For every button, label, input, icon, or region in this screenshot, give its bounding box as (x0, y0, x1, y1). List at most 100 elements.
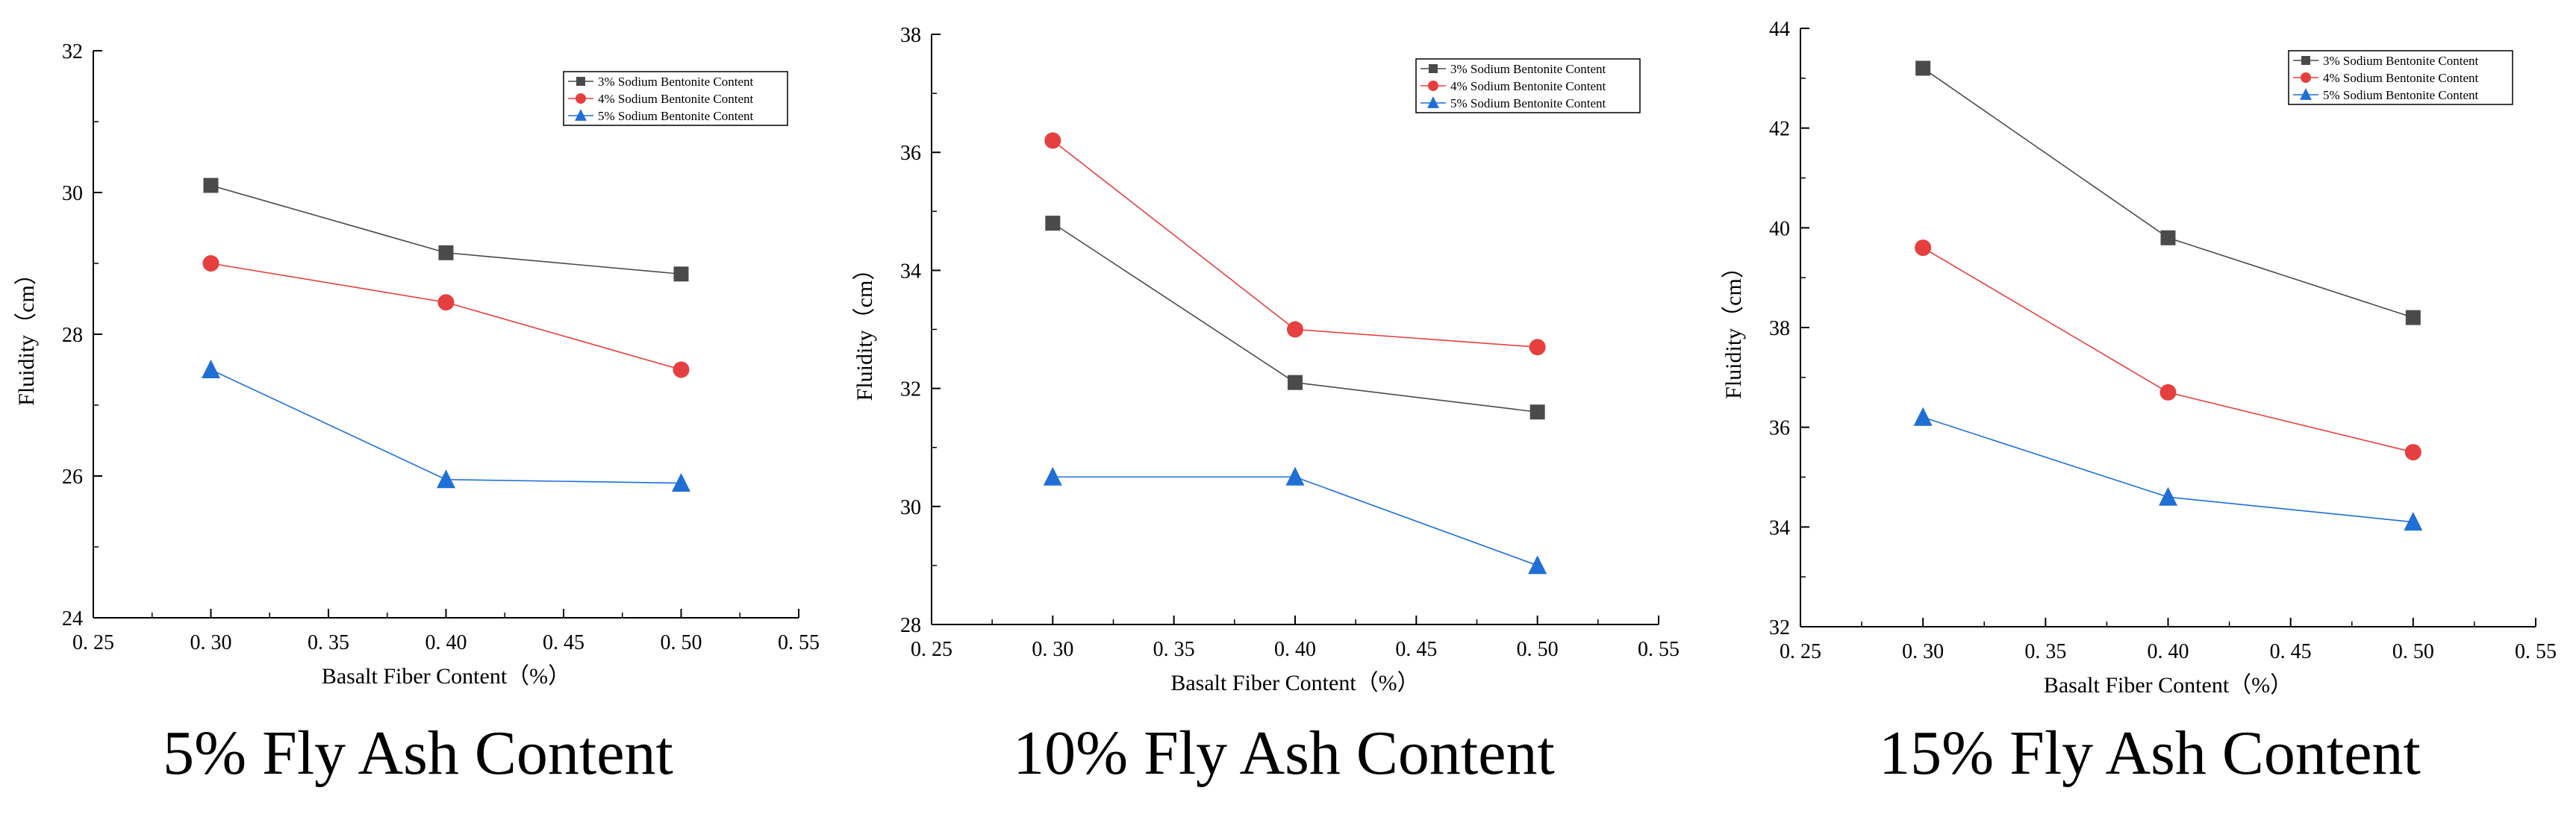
y-tick-label: 36 (1769, 417, 1790, 440)
y-tick-label: 28 (900, 614, 921, 637)
y-tick-label: 32 (1769, 616, 1790, 639)
x-tick-label: 0. 45 (2270, 640, 2312, 663)
legend-box (1415, 58, 1641, 113)
series-line-2 (210, 263, 682, 371)
legend-entry: 4% Sodium Bentonite Content (598, 92, 754, 106)
series-line-1 (210, 184, 682, 275)
y-tick-label: 38 (900, 24, 921, 47)
series-line-3 (210, 369, 682, 484)
legend-marker (576, 77, 585, 86)
data-point (1913, 407, 1933, 426)
data-point (203, 178, 219, 193)
x-tick-label: 0. 25 (72, 631, 114, 654)
y-tick-label: 32 (900, 378, 921, 401)
series-line-2 (1922, 247, 2414, 453)
x-tick-label: 0. 55 (1638, 638, 1680, 661)
legend-entry: 4% Sodium Bentonite Content (2323, 71, 2479, 85)
data-point (2159, 486, 2177, 506)
y-tick-label: 40 (1769, 217, 1790, 240)
y-tick-label: 28 (62, 324, 83, 347)
x-tick-label: 0. 45 (1395, 638, 1437, 661)
series-line-3 (1052, 476, 1538, 566)
chart-panel-2: 28 30 32 34 36 38 0. 25 0. 30 0. 35 0. 40 0. 45 0. … (852, 24, 1680, 695)
x-tick-label: 0. 30 (1902, 640, 1944, 663)
x-tick-label: 0. 50 (1517, 638, 1559, 661)
legend-marker (1429, 64, 1438, 73)
data-point (202, 255, 219, 272)
x-axis-label: Basalt Fiber Content（%） (1170, 671, 1419, 695)
x-tick-label: 0. 45 (543, 631, 584, 654)
x-tick-label: 0. 35 (308, 631, 349, 654)
x-axis-label: Basalt Fiber Content（%） (322, 664, 570, 689)
x-tick-label: 0. 50 (661, 631, 702, 654)
legend-marker (1428, 81, 1438, 91)
data-point (2159, 383, 2177, 401)
data-point (1045, 216, 1061, 231)
x-tick-label: 0. 25 (1780, 640, 1821, 663)
data-point (1529, 404, 1545, 420)
data-point (672, 473, 690, 492)
legend-marker (1427, 96, 1439, 108)
legend-marker (2300, 88, 2312, 100)
legend-entry: 3% Sodium Bentonite Content (1450, 62, 1606, 76)
y-axis-label: Fluidity（cm） (852, 258, 877, 401)
data-point (1285, 466, 1305, 486)
data-point (1915, 239, 1932, 257)
legend-entry: 5% Sodium Bentonite Content (2323, 88, 2479, 102)
data-point (202, 360, 220, 378)
x-tick-label: 0. 35 (1153, 638, 1195, 661)
series-line-3 (1922, 416, 2413, 523)
y-tick-label: 32 (62, 40, 83, 63)
y-tick-label: 34 (900, 260, 921, 283)
y-axis-label: Fluidity（cm） (1721, 256, 1746, 399)
data-point (2160, 230, 2176, 245)
data-point (1915, 60, 1931, 76)
data-point (673, 266, 689, 282)
series-line-2 (1052, 140, 1538, 348)
legend-entry: 4% Sodium Bentonite Content (1450, 79, 1606, 93)
y-axis-label: Fluidity（cm） (14, 263, 39, 406)
x-tick-label: 0. 25 (911, 638, 952, 661)
legend-entry: 3% Sodium Bentonite Content (598, 75, 754, 89)
y-tick-label: 42 (1769, 118, 1790, 141)
x-tick-label: 0. 30 (1032, 638, 1073, 661)
legend-entry: 3% Sodium Bentonite Content (2323, 54, 2479, 68)
x-tick-label: 0. 55 (778, 631, 820, 654)
legend-entry: 5% Sodium Bentonite Content (598, 109, 754, 123)
legend-marker (576, 93, 586, 104)
data-point (437, 294, 455, 311)
caption-chart-1: 5% Fly Ash Content (163, 718, 673, 788)
chart-panel-1: 24 26 28 30 32 0. 25 0. 30 0. 35 0. 40 0. 45 0. 50… (14, 40, 820, 689)
legend-marker (575, 109, 587, 121)
y-tick-label: 30 (62, 182, 83, 205)
y-tick-label: 34 (1769, 516, 1790, 539)
data-point (1044, 132, 1061, 149)
chart-panel-3: 32 34 36 38 40 42 44 0. 25 0. 30 0. 35 0. 40 0. 45 0… (1721, 18, 2557, 698)
legend-box (563, 71, 788, 126)
x-tick-label: 0. 30 (190, 631, 232, 654)
x-axis-label: Basalt Fiber Content（%） (2044, 673, 2292, 698)
legend-box (2288, 50, 2513, 105)
y-tick-label: 24 (62, 607, 83, 630)
data-point (1528, 555, 1547, 575)
series-line-1 (1922, 67, 2414, 319)
legend-marker (2301, 72, 2311, 83)
y-tick-label: 26 (62, 466, 83, 489)
data-point (673, 361, 690, 378)
data-point (1043, 466, 1062, 486)
legend: 3% Sodium Bentonite Content 4% Sodium Ben… (563, 71, 788, 126)
x-tick-label: 0. 40 (1274, 638, 1316, 661)
y-tick-label: 36 (900, 142, 921, 165)
data-point (438, 245, 454, 260)
legend-entry: 5% Sodium Bentonite Content (1450, 96, 1606, 110)
data-point (1288, 375, 1303, 390)
x-tick-label: 0. 35 (2024, 640, 2066, 663)
y-tick-label: 44 (1769, 18, 1790, 41)
data-point (1287, 321, 1303, 338)
x-tick-label: 0. 55 (2515, 640, 2557, 663)
y-tick-label: 38 (1769, 317, 1790, 340)
data-point (2404, 512, 2423, 531)
data-point (2404, 444, 2421, 461)
